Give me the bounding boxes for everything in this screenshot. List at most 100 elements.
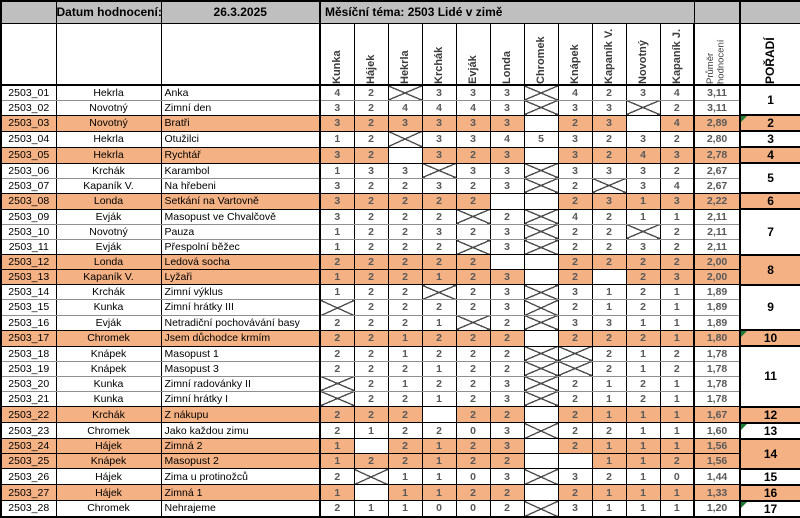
- rating-cell[interactable]: 2: [660, 224, 696, 241]
- no-vote-x-cell[interactable]: [388, 131, 423, 148]
- date-label-cell[interactable]: Datum hodnocení:: [56, 1, 162, 24]
- no-vote-x-cell[interactable]: [524, 114, 559, 132]
- title-cell[interactable]: Přespolní běžec: [161, 239, 321, 256]
- rating-cell[interactable]: 2: [320, 468, 355, 486]
- photo-id-cell[interactable]: 2503_25: [1, 453, 57, 470]
- rating-cell[interactable]: 1: [320, 437, 355, 455]
- photo-id-cell[interactable]: 2503_20: [1, 376, 57, 392]
- rating-cell[interactable]: 2: [320, 422, 355, 439]
- rating-cell[interactable]: 2: [558, 376, 593, 392]
- rating-cell[interactable]: 1: [660, 209, 696, 225]
- rank-cell[interactable]: 8: [739, 253, 800, 286]
- rating-cell[interactable]: 2: [320, 500, 355, 518]
- average-cell[interactable]: 3,11: [694, 100, 742, 116]
- average-cell[interactable]: 2,11: [694, 224, 742, 241]
- author-cell[interactable]: Londa: [56, 254, 162, 271]
- rating-cell[interactable]: 3: [320, 209, 355, 225]
- title-cell[interactable]: Zimní hrátky I: [161, 391, 321, 408]
- no-vote-x-cell[interactable]: [524, 315, 559, 331]
- rating-cell[interactable]: 4: [626, 146, 661, 164]
- author-cell[interactable]: Kapaník V.: [56, 178, 162, 194]
- no-vote-x-cell[interactable]: [626, 224, 661, 241]
- rating-cell[interactable]: 2: [422, 422, 457, 439]
- rating-cell[interactable]: 2: [592, 239, 627, 256]
- no-vote-x-cell[interactable]: [592, 269, 627, 286]
- rating-cell[interactable]: 1: [660, 329, 696, 347]
- rating-cell[interactable]: 2: [354, 284, 389, 301]
- voter-column-header[interactable]: Londa: [490, 23, 525, 86]
- rating-cell[interactable]: 2: [626, 391, 661, 408]
- rating-cell[interactable]: 3: [422, 131, 457, 148]
- title-cell[interactable]: Setkání na Vartovně: [161, 192, 321, 210]
- rating-cell[interactable]: 1: [660, 391, 696, 408]
- author-cell[interactable]: Knápek: [56, 346, 162, 362]
- no-vote-x-cell[interactable]: [524, 269, 559, 286]
- no-vote-x-cell[interactable]: [524, 192, 559, 210]
- rating-cell[interactable]: 2: [456, 146, 491, 164]
- no-vote-x-cell[interactable]: [422, 284, 457, 301]
- rating-cell[interactable]: 2: [388, 299, 423, 316]
- voter-column-header[interactable]: Novotný: [626, 23, 661, 86]
- above-average-cell[interactable]: [694, 1, 741, 24]
- voter-column-header[interactable]: Krchák: [422, 23, 457, 86]
- rating-cell[interactable]: 3: [320, 100, 355, 116]
- voter-column-header[interactable]: Knápek: [558, 23, 593, 86]
- author-cell[interactable]: Chromek: [56, 329, 162, 347]
- rating-cell[interactable]: 3: [422, 146, 457, 164]
- rating-cell[interactable]: 2: [388, 437, 423, 455]
- no-vote-x-cell[interactable]: [524, 100, 559, 116]
- average-cell[interactable]: 1,78: [694, 391, 742, 408]
- rating-cell[interactable]: 2: [456, 391, 491, 408]
- photo-id-cell[interactable]: 2503_26: [1, 468, 57, 486]
- rating-cell[interactable]: 2: [456, 376, 491, 392]
- rating-cell[interactable]: 2: [456, 254, 491, 271]
- rating-cell[interactable]: 2: [422, 299, 457, 316]
- title-cell[interactable]: Karambol: [161, 163, 321, 179]
- rank-cell[interactable]: 11: [739, 345, 800, 408]
- rating-cell[interactable]: 3: [558, 131, 593, 148]
- rating-cell[interactable]: 2: [354, 346, 389, 362]
- no-vote-x-cell[interactable]: [388, 146, 423, 164]
- rank-cell[interactable]: 17: [739, 499, 800, 518]
- rating-cell[interactable]: 3: [490, 391, 525, 408]
- rating-cell[interactable]: 1: [626, 192, 661, 210]
- rating-cell[interactable]: 2: [660, 100, 696, 116]
- rating-cell[interactable]: 2: [456, 192, 491, 210]
- author-cell[interactable]: Hekrla: [56, 146, 162, 164]
- photo-id-cell[interactable]: 2503_23: [1, 422, 57, 439]
- photo-id-cell[interactable]: 2503_07: [1, 178, 57, 194]
- rating-cell[interactable]: 1: [388, 329, 423, 347]
- rank-cell[interactable]: 14: [739, 437, 800, 470]
- rating-cell[interactable]: 0: [660, 468, 696, 486]
- rating-cell[interactable]: 1: [422, 437, 457, 455]
- rating-cell[interactable]: 2: [660, 346, 696, 362]
- no-vote-x-cell[interactable]: [524, 361, 559, 377]
- rating-cell[interactable]: 2: [388, 453, 423, 470]
- rating-cell[interactable]: 3: [592, 192, 627, 210]
- rating-cell[interactable]: 2: [558, 269, 593, 286]
- rating-cell[interactable]: 1: [422, 315, 457, 331]
- rating-cell[interactable]: 2: [490, 361, 525, 377]
- rating-cell[interactable]: 2: [456, 329, 491, 347]
- photo-id-cell[interactable]: 2503_06: [1, 163, 57, 179]
- rating-cell[interactable]: 2: [490, 346, 525, 362]
- rating-cell[interactable]: 1: [422, 484, 457, 502]
- rating-cell[interactable]: 2: [490, 315, 525, 331]
- rank-cell[interactable]: 3: [739, 130, 800, 149]
- rating-cell[interactable]: 2: [558, 239, 593, 256]
- no-vote-x-cell[interactable]: [524, 453, 559, 470]
- rating-cell[interactable]: 2: [354, 131, 389, 148]
- rating-cell[interactable]: 2: [388, 239, 423, 256]
- rating-cell[interactable]: 2: [354, 85, 389, 101]
- no-vote-x-cell[interactable]: [490, 192, 525, 210]
- rating-cell[interactable]: 2: [558, 484, 593, 502]
- rating-cell[interactable]: 1: [422, 391, 457, 408]
- rating-cell[interactable]: 3: [558, 100, 593, 116]
- title-cell[interactable]: Masopust ve Chvalčově: [161, 209, 321, 225]
- rating-cell[interactable]: 0: [456, 422, 491, 439]
- rating-cell[interactable]: 1: [388, 346, 423, 362]
- no-vote-x-cell[interactable]: [524, 163, 559, 179]
- rating-cell[interactable]: 1: [320, 453, 355, 470]
- rating-cell[interactable]: 2: [660, 239, 696, 256]
- no-vote-x-cell[interactable]: [524, 376, 559, 392]
